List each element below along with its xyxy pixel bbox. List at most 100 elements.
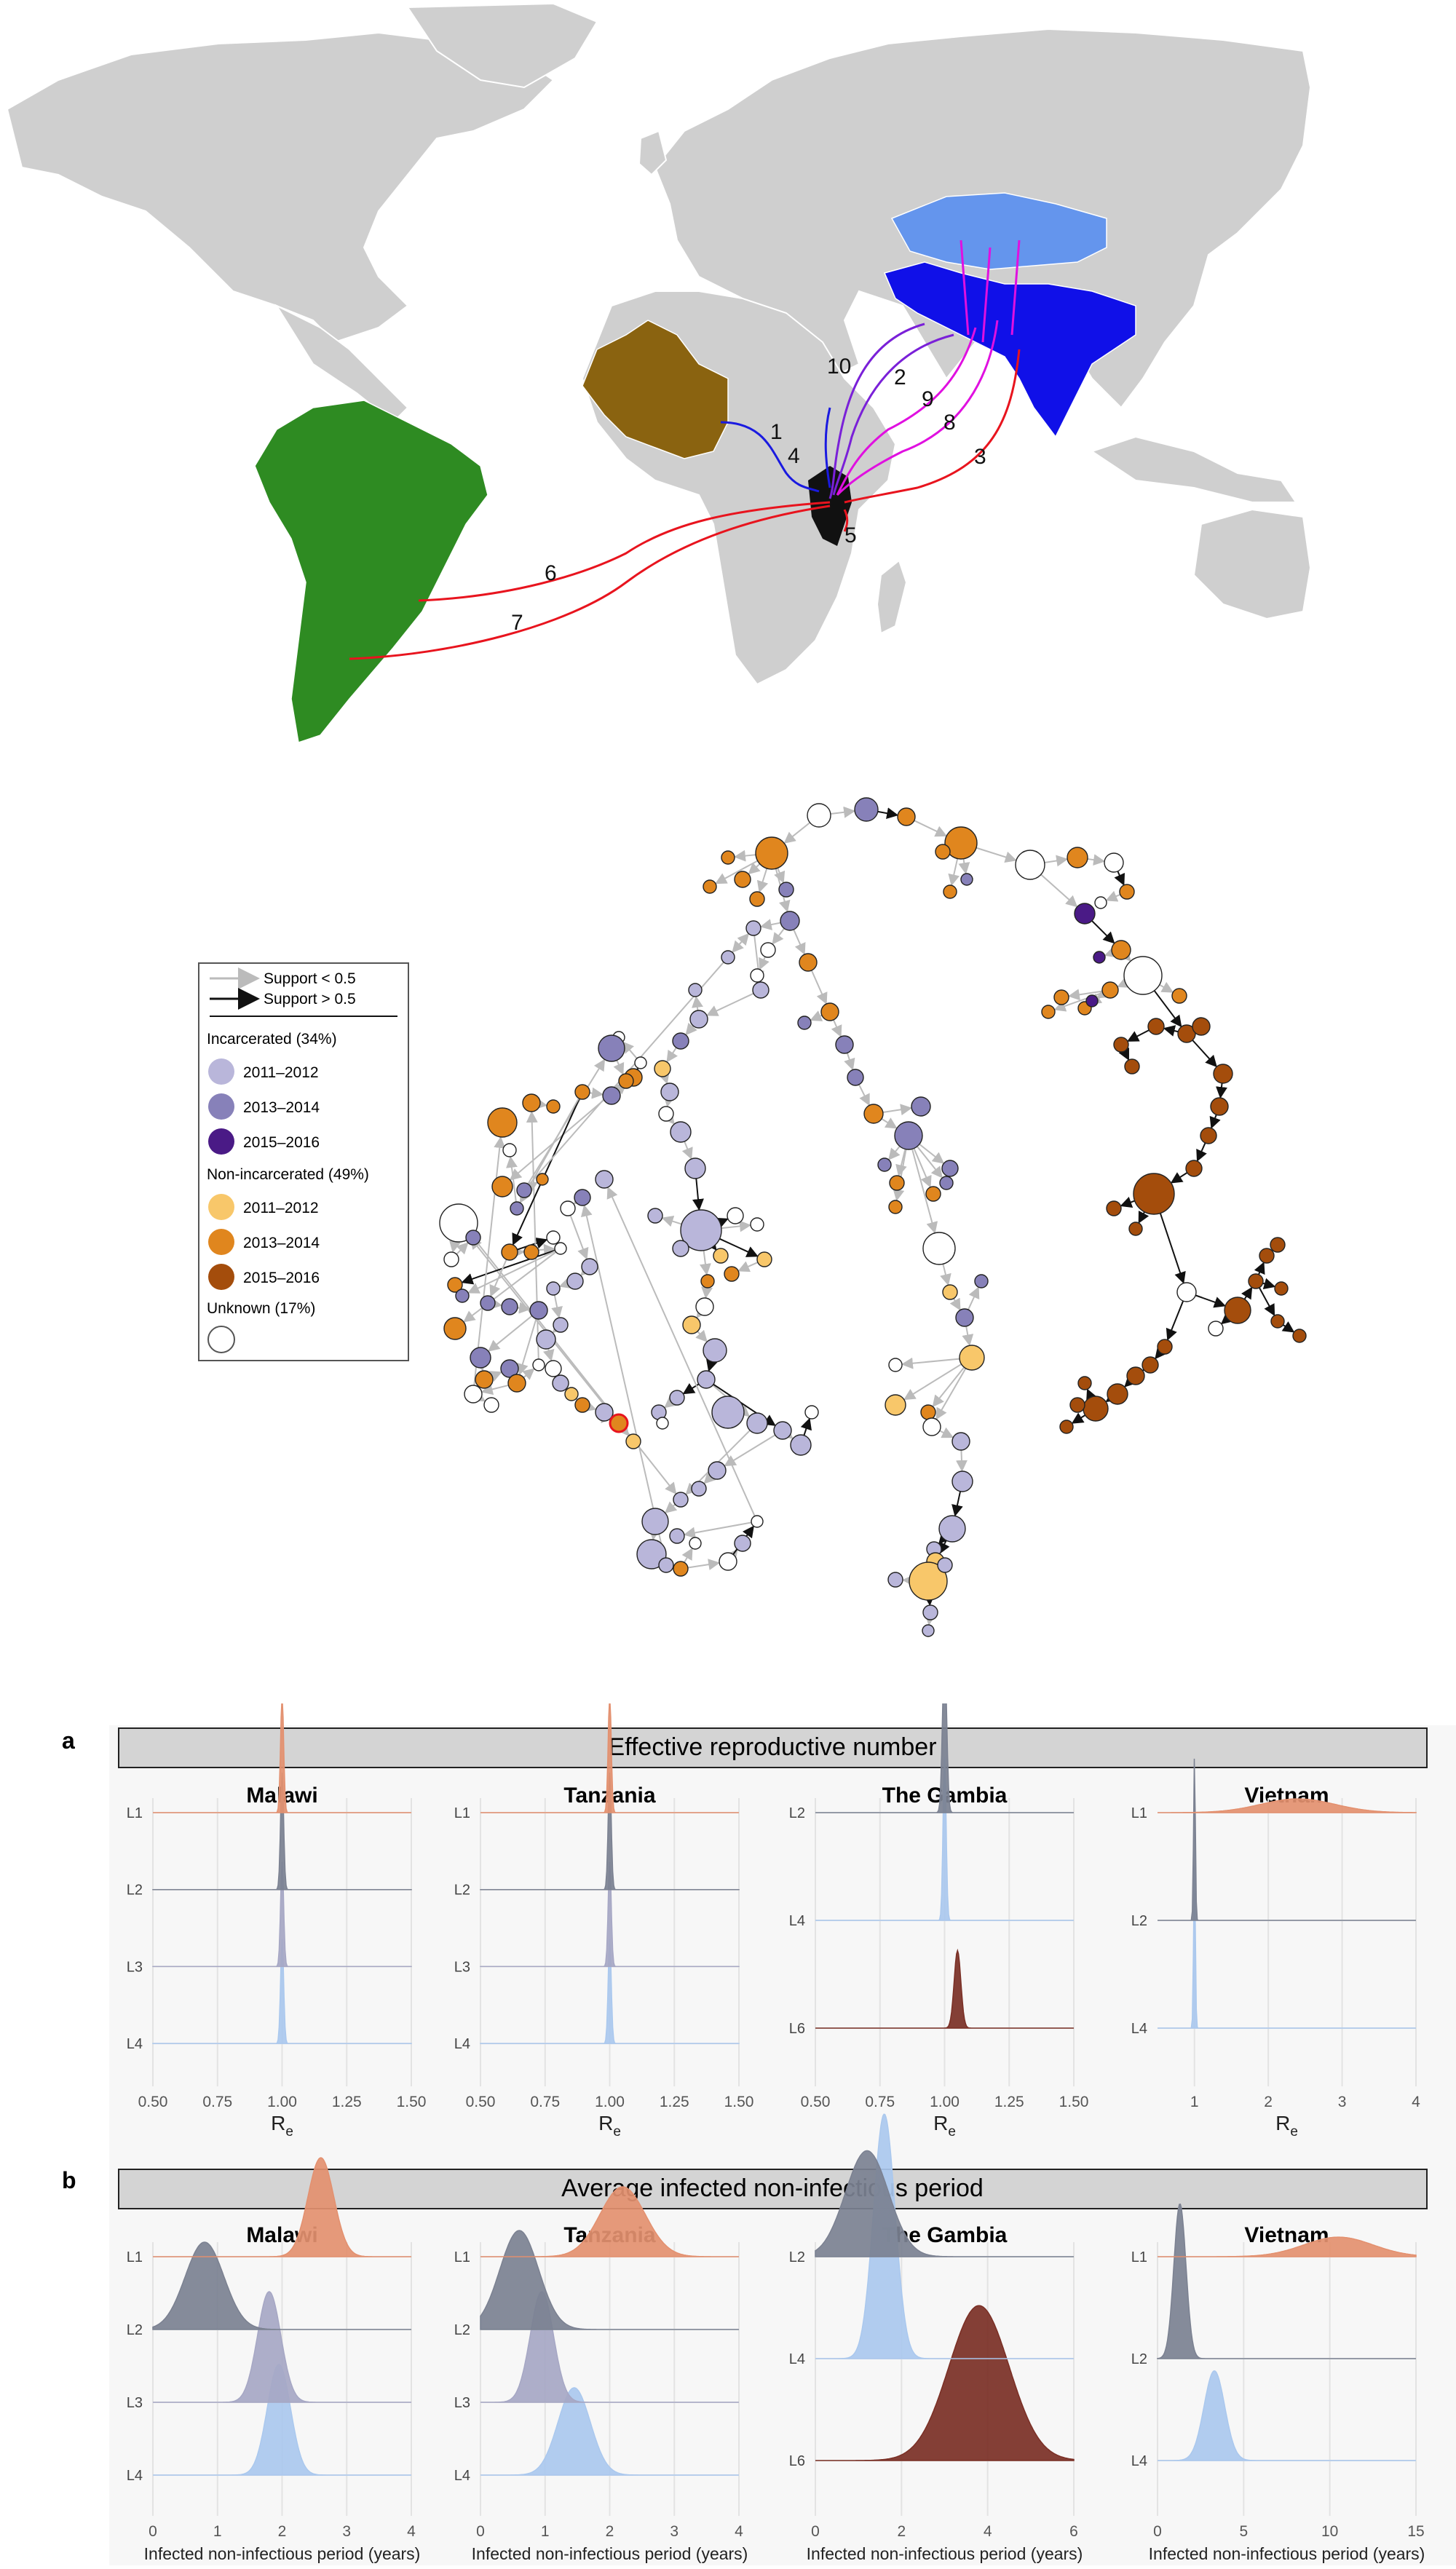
network-node <box>1125 1059 1139 1074</box>
lineage-label: L4 <box>454 2036 470 2052</box>
network-edge <box>847 1053 852 1069</box>
network-edge <box>759 868 767 892</box>
network-node <box>648 1208 662 1223</box>
network-node <box>690 1010 708 1028</box>
network-edge <box>1125 1382 1130 1386</box>
network-node <box>642 1508 668 1535</box>
route-label: 7 <box>511 611 523 635</box>
network-node <box>1249 1274 1263 1289</box>
network-node <box>701 1275 714 1288</box>
x-axis-label: Infected non-infectious period (years) <box>1149 2544 1425 2563</box>
network-node <box>673 1240 689 1256</box>
network-edge <box>685 1522 751 1535</box>
network-node <box>855 798 878 821</box>
network-node <box>1067 847 1088 868</box>
network-node <box>567 1273 583 1289</box>
network-node <box>780 911 799 930</box>
network-node <box>673 1033 689 1049</box>
network-edge <box>688 1563 719 1568</box>
network-node <box>713 1248 728 1263</box>
network-node <box>1083 1396 1108 1421</box>
network-node <box>1054 990 1069 1005</box>
network-edge <box>937 1369 966 1419</box>
network-edge <box>571 1215 587 1258</box>
network-edge <box>939 1538 943 1543</box>
network-edge <box>1165 1029 1179 1032</box>
network-node <box>807 804 831 827</box>
network-edge <box>914 820 946 836</box>
network-edge <box>1160 1214 1184 1283</box>
x-tick-label: 3 <box>1338 2094 1347 2110</box>
x-tick-label: 1.00 <box>930 2094 960 2110</box>
ridgeline-panels: a Effective reproductive number b Averag… <box>0 1703 1456 2565</box>
network-edge <box>882 1119 896 1128</box>
network-node <box>889 1358 902 1371</box>
network-node <box>774 1422 791 1439</box>
network-node <box>888 1572 903 1587</box>
network-node <box>943 885 957 898</box>
network-node <box>659 1558 673 1572</box>
network-edge <box>1088 859 1104 861</box>
route-label: 5 <box>844 523 857 547</box>
network-node <box>524 1245 539 1259</box>
x-axis-label-subscript: e <box>948 2124 956 2139</box>
network-node <box>751 1218 764 1231</box>
network-node <box>791 1435 811 1455</box>
network-edge <box>708 994 753 1016</box>
network-node <box>943 1285 957 1299</box>
legend-dot-inc-2013 <box>208 1093 234 1120</box>
lineage-label: L2 <box>789 2249 805 2265</box>
network-edge <box>1198 1143 1206 1160</box>
network-node <box>847 1069 863 1085</box>
x-tick-label: 1.50 <box>397 2094 427 2110</box>
network-node <box>553 1318 568 1332</box>
legend-non-incarcerated-title: Non-incarcerated (49%) <box>207 1166 369 1183</box>
network-edge <box>955 1492 960 1516</box>
network-node <box>756 837 788 869</box>
network-edge <box>1192 1040 1216 1066</box>
network-edge <box>684 1549 692 1563</box>
network-edge <box>696 997 697 1010</box>
network-node <box>547 1231 560 1244</box>
lineage-label: L4 <box>127 2036 143 2052</box>
legend-non-2013: 2013–2014 <box>243 1235 320 1251</box>
legend-dot-non-2015 <box>208 1264 234 1290</box>
route-label: 10 <box>827 355 851 379</box>
network-node <box>689 983 702 997</box>
network-edge <box>966 1326 970 1345</box>
x-tick-label: 0.50 <box>466 2094 496 2110</box>
network-node <box>750 892 764 906</box>
x-axis-label: Infected non-infectious period (years) <box>144 2544 421 2563</box>
route-label: 3 <box>974 445 986 469</box>
network-node <box>547 1100 560 1113</box>
network-node <box>553 1375 569 1391</box>
network-edge <box>696 1179 699 1209</box>
network-node <box>502 1299 518 1315</box>
network-node <box>1270 1238 1285 1252</box>
network-node <box>547 1282 560 1295</box>
network-node <box>751 969 764 982</box>
network-edge <box>1069 991 1102 997</box>
network-edge <box>1041 874 1077 906</box>
network-node <box>805 1406 818 1419</box>
network-node <box>444 1252 459 1267</box>
network-edge <box>560 1283 567 1286</box>
network-nodes <box>440 798 1306 1636</box>
network-edge <box>513 1099 579 1244</box>
network-edge <box>489 1316 532 1351</box>
network-node <box>480 1296 495 1310</box>
x-tick-label: 15 <box>1407 2523 1424 2540</box>
network-node <box>926 1187 941 1201</box>
network-node <box>475 1371 493 1388</box>
network-edge <box>1121 1201 1134 1206</box>
network-edge <box>653 1535 654 1539</box>
network-edge <box>1088 1390 1091 1397</box>
network-edge <box>1222 1319 1227 1323</box>
network-edge <box>665 1402 672 1407</box>
network-node <box>466 1230 480 1245</box>
network-node <box>1186 1160 1202 1176</box>
network-node <box>746 921 761 935</box>
legend-content: Support < 0.5 Support > 0.5 Incarcerated… <box>199 964 408 1360</box>
network-node <box>1124 957 1162 994</box>
network-node <box>1107 1201 1121 1216</box>
